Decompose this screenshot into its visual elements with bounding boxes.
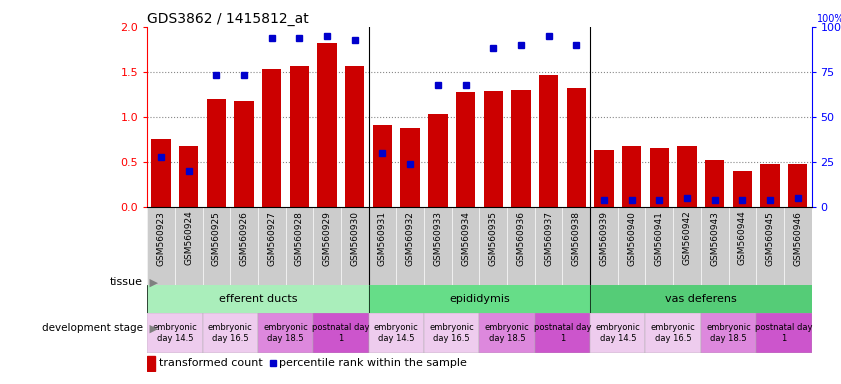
Bar	[701, 313, 756, 353]
Text: GSM560934: GSM560934	[461, 211, 470, 265]
Bar	[535, 313, 590, 353]
Text: GSM560930: GSM560930	[351, 211, 359, 266]
Text: embryonic
day 14.5: embryonic day 14.5	[152, 323, 198, 343]
Text: embryonic
day 16.5: embryonic day 16.5	[429, 323, 474, 343]
Bar	[567, 88, 586, 207]
Text: ▶: ▶	[146, 277, 158, 287]
Bar	[345, 66, 364, 207]
Bar	[203, 313, 258, 353]
Text: GSM560929: GSM560929	[323, 211, 331, 265]
Bar	[147, 285, 368, 313]
Bar	[705, 160, 724, 207]
Text: GSM560928: GSM560928	[295, 211, 304, 265]
Bar	[622, 146, 642, 207]
Text: GSM560943: GSM560943	[710, 211, 719, 265]
Text: GSM560936: GSM560936	[516, 211, 526, 266]
Bar	[179, 146, 198, 207]
Text: transformed count: transformed count	[159, 358, 263, 367]
Bar	[147, 313, 203, 353]
Bar	[262, 69, 282, 207]
Text: epididymis: epididymis	[449, 295, 510, 305]
Text: vas deferens: vas deferens	[665, 295, 737, 305]
Bar	[484, 91, 503, 207]
Text: GSM560931: GSM560931	[378, 211, 387, 266]
Bar	[479, 313, 535, 353]
Text: GSM560940: GSM560940	[627, 211, 636, 265]
Bar	[677, 146, 696, 207]
Text: GSM560938: GSM560938	[572, 211, 581, 266]
Text: embryonic
day 18.5: embryonic day 18.5	[484, 323, 530, 343]
Text: ▶: ▶	[146, 323, 158, 333]
Text: GSM560926: GSM560926	[240, 211, 249, 265]
Bar	[590, 285, 812, 313]
Text: postnatal day
1: postnatal day 1	[755, 323, 812, 343]
Text: tissue: tissue	[110, 277, 143, 287]
Bar	[368, 313, 424, 353]
Bar	[400, 127, 420, 207]
Text: GSM560925: GSM560925	[212, 211, 221, 265]
Text: percentile rank within the sample: percentile rank within the sample	[278, 358, 467, 367]
Text: GSM560923: GSM560923	[156, 211, 166, 265]
Text: postnatal day
1: postnatal day 1	[312, 323, 370, 343]
Bar	[646, 313, 701, 353]
Text: GSM560945: GSM560945	[765, 211, 775, 265]
Bar	[424, 313, 479, 353]
Text: GSM560924: GSM560924	[184, 211, 193, 265]
Bar	[456, 92, 475, 207]
Bar	[317, 43, 336, 207]
Text: GSM560942: GSM560942	[683, 211, 691, 265]
Bar	[733, 171, 752, 207]
Text: embryonic
day 16.5: embryonic day 16.5	[651, 323, 696, 343]
Bar	[290, 66, 309, 207]
Text: GSM560946: GSM560946	[793, 211, 802, 265]
Text: embryonic
day 18.5: embryonic day 18.5	[263, 323, 308, 343]
Text: GDS3862 / 1415812_at: GDS3862 / 1415812_at	[147, 12, 309, 26]
Bar	[539, 74, 558, 207]
Text: development stage: development stage	[42, 323, 143, 333]
Bar	[258, 313, 313, 353]
Text: GSM560935: GSM560935	[489, 211, 498, 266]
Bar	[756, 313, 812, 353]
Bar	[207, 99, 226, 207]
Text: efferent ducts: efferent ducts	[219, 295, 297, 305]
Text: embryonic
day 18.5: embryonic day 18.5	[706, 323, 751, 343]
Bar	[595, 150, 614, 207]
Bar	[313, 313, 368, 353]
Bar	[368, 285, 590, 313]
Text: postnatal day
1: postnatal day 1	[534, 323, 591, 343]
Bar	[428, 114, 447, 207]
Text: GSM560939: GSM560939	[600, 211, 608, 266]
Bar	[151, 139, 171, 207]
Text: GSM560941: GSM560941	[655, 211, 664, 265]
Text: embryonic
day 14.5: embryonic day 14.5	[595, 323, 640, 343]
Bar	[760, 164, 780, 207]
Bar	[590, 313, 645, 353]
Text: embryonic
day 14.5: embryonic day 14.5	[374, 323, 419, 343]
Bar	[788, 164, 807, 207]
Text: GSM560932: GSM560932	[405, 211, 415, 265]
Bar	[511, 90, 531, 207]
Bar	[373, 125, 392, 207]
Bar	[235, 101, 254, 207]
Text: embryonic
day 16.5: embryonic day 16.5	[208, 323, 252, 343]
Text: GSM560933: GSM560933	[433, 211, 442, 266]
Bar	[147, 356, 155, 371]
Text: 100%: 100%	[817, 14, 841, 24]
Bar	[649, 148, 669, 207]
Text: GSM560927: GSM560927	[267, 211, 276, 265]
Text: GSM560944: GSM560944	[738, 211, 747, 265]
Text: GSM560937: GSM560937	[544, 211, 553, 266]
